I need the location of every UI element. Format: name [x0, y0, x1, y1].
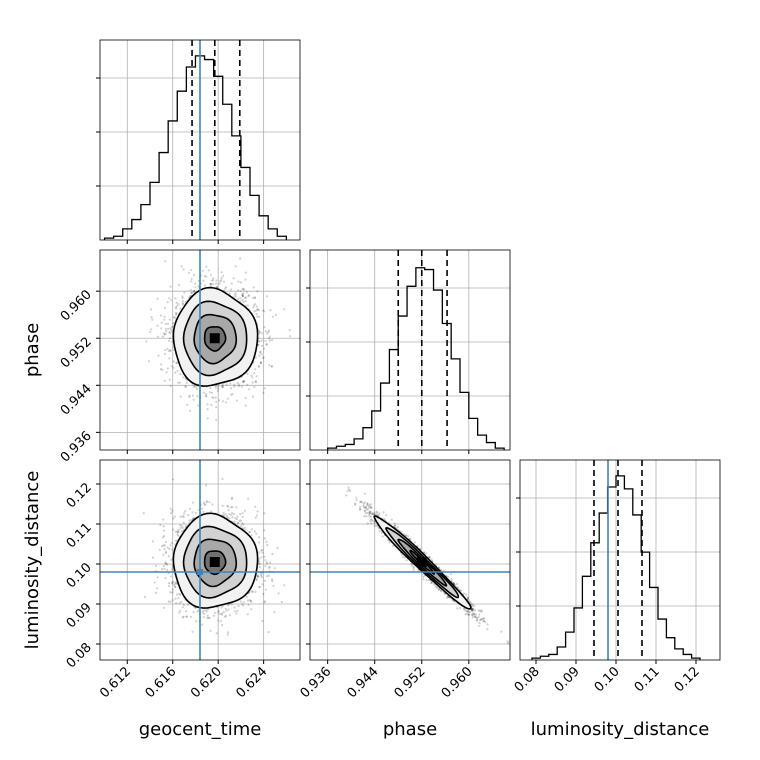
y-tick-label: 0.11 — [64, 520, 95, 551]
panel-phase-vs-geocent_time — [99, 249, 301, 451]
y-tick-label: 0.09 — [64, 600, 95, 631]
truth-marker — [197, 569, 203, 575]
y-tick-label: 0.936 — [58, 429, 95, 466]
x-tick-label: 0.09 — [552, 664, 583, 695]
panel-frame — [309, 459, 511, 661]
panel-frame — [99, 39, 301, 241]
density-peak — [209, 333, 220, 344]
panel-phase-vs-phase — [306, 249, 511, 451]
x-tick-label: 0.616 — [143, 664, 180, 701]
panel-luminosity_distance-vs-luminosity_distance — [516, 459, 721, 661]
x-tick-label: 0.12 — [672, 664, 703, 695]
x-axis-label-geocent_time: geocent_time — [139, 719, 262, 740]
panel-frame — [309, 249, 511, 451]
y-tick-label: 0.12 — [64, 480, 95, 511]
panel-frame — [99, 459, 301, 661]
x-tick-label: 0.08 — [512, 664, 543, 695]
contour-line — [172, 286, 259, 387]
x-tick-label: 0.960 — [439, 664, 476, 701]
y-axis-label-phase: phase — [22, 323, 43, 377]
contour-line — [182, 300, 248, 377]
panel-frame — [99, 249, 301, 451]
x-axis-label-luminosity_distance: luminosity_distance — [531, 719, 710, 740]
panel-luminosity_distance-vs-phase — [309, 459, 511, 661]
x-tick-label: 0.624 — [234, 664, 271, 701]
y-tick-label: 0.960 — [58, 287, 95, 324]
y-tick-label: 0.944 — [58, 382, 95, 419]
histogram-luminosity_distance — [531, 475, 701, 660]
density-peak — [209, 557, 220, 567]
panel-luminosity_distance-vs-geocent_time — [99, 459, 301, 661]
y-tick-label: 0.10 — [64, 560, 95, 591]
x-tick-label: 0.944 — [345, 664, 382, 701]
y-axis-label-luminosity_distance: luminosity_distance — [22, 471, 43, 650]
y-tick-label: 0.952 — [58, 334, 95, 371]
x-tick-label: 0.952 — [392, 664, 429, 701]
density-peak — [416, 557, 427, 567]
x-tick-label: 0.11 — [632, 664, 663, 695]
panel-frame — [519, 459, 721, 661]
contour-line — [203, 326, 227, 352]
contour-line — [409, 549, 436, 575]
contour-line — [373, 515, 472, 610]
x-tick-label: 0.620 — [188, 664, 225, 701]
histogram-geocent_time — [103, 55, 288, 240]
x-tick-label: 0.936 — [298, 664, 335, 701]
x-axis-label-phase: phase — [383, 719, 437, 740]
contour-line — [193, 538, 238, 588]
contour-line — [193, 313, 238, 365]
x-tick-label: 0.10 — [592, 664, 623, 695]
x-tick-label: 0.612 — [97, 664, 134, 701]
y-tick-label: 0.08 — [64, 640, 95, 671]
contour-line — [172, 512, 259, 609]
contour-line — [397, 538, 448, 587]
histogram-phase — [326, 267, 505, 450]
panel-geocent_time-vs-geocent_time — [96, 39, 301, 241]
contour-line — [182, 525, 248, 599]
